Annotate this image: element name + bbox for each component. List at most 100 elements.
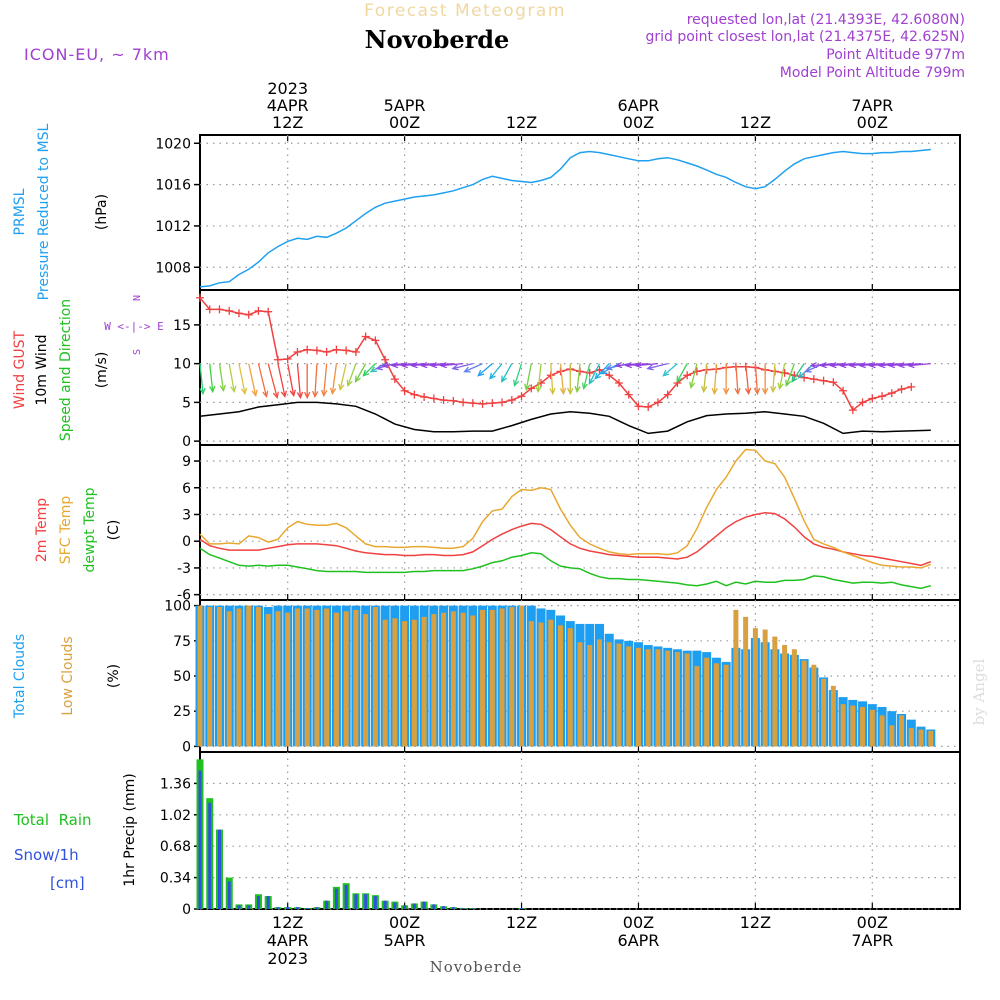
low-cloud-bar [421,616,427,747]
series-line-2m-temp [199,511,932,567]
gust-marker [878,392,887,401]
low-cloud-bar [402,621,408,747]
precip-cm-title: [cm] [50,874,85,892]
low-cloud-bar [333,612,339,747]
gust-marker [342,346,351,355]
wind-arrow-head [907,361,915,369]
low-cloud-bar [830,685,836,747]
bottom-time-label: 6APR [618,931,660,950]
gust-marker [254,306,263,315]
gust-marker [605,371,614,380]
low-cloud-bar [382,619,388,747]
wind-arrow-head [887,361,896,369]
low-cloud-bar [265,614,271,747]
snow-bar [461,908,465,909]
gust-marker [332,345,341,354]
low-cloud-bar [450,611,456,747]
wind-arrow [713,363,718,394]
low-cloud-bar [918,729,924,747]
wind-arrow-head [329,387,337,396]
wind-arrow-head [770,385,777,394]
snow-bar [334,888,338,909]
wind-arrow [588,363,601,384]
gust-marker [829,378,838,387]
wind-arrow-head [676,375,683,383]
wind-arrow [248,363,257,396]
wind-arrow [647,362,668,370]
snow-bar [276,907,280,909]
wind-arrow [489,363,503,380]
station-title: Novoberde [365,25,510,54]
wind-arrow-head [858,361,866,369]
low-cloud-bar [577,642,583,747]
grid-point-coords: grid point closest lon,lat (21.4375E, 42… [645,29,965,45]
wind-arrow [690,363,698,388]
bottom-station-label: Novoberde [430,958,523,976]
wind-arrow-head [588,377,595,385]
low-cloud-bar [694,666,700,747]
low-cloud-bar [674,652,680,747]
wind-arrow-head [400,361,408,369]
top-time-label: 4APR [267,96,309,115]
low-cloud-bar [704,657,710,747]
low-cloud-bar [411,619,417,747]
low-cloud-bar [772,636,778,747]
wind-arrow-head [240,387,248,396]
gust-marker [244,310,253,319]
low-cloud-bar [899,715,905,747]
series-line-sfc-temp [199,448,932,569]
wind-arrow-head [362,369,370,377]
gust-marker [381,355,390,364]
low-cloud-bar [324,608,330,747]
gust-marker [429,394,438,403]
gust-marker [410,390,419,399]
low-cloud-bar [246,605,252,747]
wind-arrow-head [381,361,389,369]
low-cloud-bar [587,645,593,747]
y-tick-label: -3 [177,561,191,577]
y-tick-label: 0 [182,434,191,450]
low-cloud-bar [665,650,671,747]
wind-arrow-head [463,366,471,373]
gust-marker [283,354,292,363]
gust-marker [264,307,273,316]
pressure-unit: (hPa) [94,194,110,230]
pressure-panel: 1008 1012 1016 1020 [155,135,960,290]
gust-marker [322,348,331,356]
pressure-title-1: PRMSL [12,188,28,235]
wind-arrow-head [785,379,792,388]
gust-marker [361,332,370,341]
wind-arrow-head [777,382,784,391]
wind-arrow-head [199,387,206,396]
gust-marker [439,396,448,405]
gust-marker [225,306,234,315]
wind-arrow-head [219,384,226,393]
pressure-panel-frame [199,134,961,291]
wind-arrow-head [791,375,798,383]
gust-marker [614,379,623,387]
wind-arrow-head [535,385,542,394]
gust-marker [527,384,536,393]
top-time-label: 00Z [623,113,654,132]
snow-bar [442,906,446,909]
temp-2m-title: 2m Temp [34,498,50,562]
top-time-label: 12Z [506,113,537,132]
wind-arrow [735,363,739,394]
wind-speed-dir-title: Speed and Direction [58,299,74,441]
wind-arrow-head [320,389,328,398]
gust-marker [507,396,516,405]
precip-rain-title: Total Rain [13,811,92,829]
y-tick-label: 1016 [155,178,191,194]
wind-arrow-head [689,381,696,390]
wind-arrow-head [420,361,428,369]
wind-arrow-head [251,389,258,398]
wind-arrow [663,363,678,377]
wind-unit: (m/s) [94,352,110,389]
low-cloud-bar [879,715,885,747]
wind-arrow-head [624,361,633,369]
temperature-panel-frame [199,444,961,601]
wind-arrow-head [280,390,288,399]
snow-bar [412,903,416,909]
wind-arrow-head [567,387,574,396]
wind-arrow-head [354,375,361,383]
